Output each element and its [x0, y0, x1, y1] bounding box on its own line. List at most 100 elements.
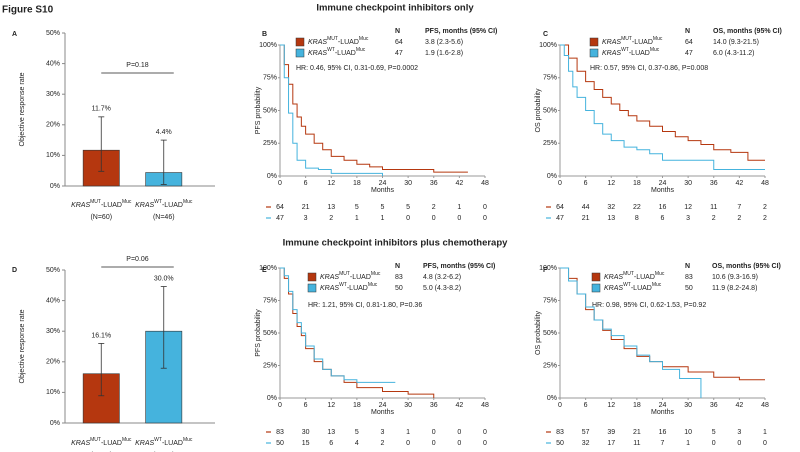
name-part: Muc — [183, 199, 193, 205]
name-part: KRAS — [604, 274, 623, 281]
legend-n: 83 — [395, 274, 403, 281]
legend-n: 47 — [395, 50, 403, 57]
at-risk: 0 — [406, 215, 410, 222]
figure-title: Figure S10 — [2, 5, 54, 16]
legend-swatch — [295, 48, 305, 58]
x-tick-label: 18 — [633, 180, 641, 187]
x-tick-label: 18 — [353, 180, 361, 187]
value-label: 4.4% — [156, 129, 172, 136]
x-tick-label: 6 — [584, 180, 588, 187]
y-tick-label: 0% — [267, 395, 277, 402]
name-part: Muc — [652, 282, 662, 288]
category-n: (N=60) — [90, 214, 112, 221]
panel-letter: D — [12, 267, 17, 274]
at-risk: 2 — [763, 204, 767, 211]
name-part: MUT — [339, 271, 350, 277]
legend-swatch — [307, 272, 317, 282]
x-tick-label: 6 — [304, 402, 308, 409]
at-risk: 2 — [712, 215, 716, 222]
at-risk: 0 — [763, 440, 767, 447]
at-risk: 0 — [483, 215, 487, 222]
y-tick-label: 50% — [263, 107, 277, 114]
name-part: Muc — [368, 282, 378, 288]
y-tick-label: 25% — [263, 362, 277, 369]
x-tick-label: 24 — [659, 402, 667, 409]
panel-letter: C — [543, 31, 548, 38]
name-part: KRAS — [308, 50, 327, 57]
y-axis-label: OS probability — [535, 88, 542, 132]
panel-letter: A — [12, 31, 17, 38]
name-part: MUT — [90, 199, 101, 205]
name-part: -LUAD — [634, 274, 655, 281]
at-risk: 6 — [661, 215, 665, 222]
series-name: KRASWT-LUADMuc — [135, 437, 193, 447]
survival-curve — [280, 267, 435, 398]
x-tick-label: 12 — [607, 180, 615, 187]
y-tick-label: 75% — [543, 297, 557, 304]
name-part: Muc — [356, 47, 366, 53]
x-tick-label: 36 — [430, 402, 438, 409]
series-name: KRASMUT-LUADMuc — [71, 437, 132, 447]
legend-median: 5.0 (4.3-8.2) — [423, 285, 461, 292]
x-tick-label: 36 — [710, 402, 718, 409]
at-risk: 3 — [304, 215, 308, 222]
y-tick-label: 50% — [46, 267, 60, 274]
value-label: 16.1% — [91, 332, 111, 339]
x-tick-label: 42 — [735, 402, 743, 409]
name-part: KRAS — [71, 202, 90, 209]
y-tick-label: 100% — [539, 265, 557, 272]
at-risk: 15 — [302, 440, 310, 447]
legend-header: N — [395, 263, 400, 270]
survival-curve — [560, 44, 765, 170]
legend-n: 50 — [685, 285, 693, 292]
at-risk: 12 — [684, 204, 692, 211]
name-part: WT — [339, 282, 347, 288]
value-label: 30.0% — [154, 275, 174, 282]
at-risk: 32 — [582, 440, 590, 447]
legend-header: OS, months (95% CI) — [713, 28, 782, 35]
y-tick-label: 10% — [46, 389, 60, 396]
p-value: P=0.06 — [126, 256, 148, 263]
legend-header: N — [395, 28, 400, 35]
at-risk: 0 — [483, 440, 487, 447]
y-tick-label: 25% — [543, 140, 557, 147]
y-tick-label: 0% — [547, 173, 557, 180]
at-risk: 5 — [355, 204, 359, 211]
series-name: KRASWT-LUADMuc — [135, 199, 193, 209]
at-risk: 83 — [276, 429, 284, 436]
series-name: KRASMUT-LUADMuc — [602, 36, 663, 46]
name-part: Muc — [371, 271, 381, 277]
at-risk: 0 — [483, 204, 487, 211]
legend-median: 6.0 (4.3-11.2) — [713, 50, 755, 57]
at-risk: 7 — [737, 204, 741, 211]
at-risk: 3 — [686, 215, 690, 222]
name-part: Muc — [122, 437, 132, 443]
y-axis-label: PFS probability — [255, 86, 262, 134]
at-risk: 8 — [635, 215, 639, 222]
name-part: Muc — [183, 437, 193, 443]
x-tick-label: 36 — [710, 180, 718, 187]
at-risk: 0 — [737, 440, 741, 447]
at-risk: 2 — [381, 440, 385, 447]
name-part: MUT — [621, 36, 632, 42]
y-tick-label: 0% — [50, 420, 60, 427]
name-part: -LUAD — [631, 285, 652, 292]
x-tick-label: 6 — [584, 402, 588, 409]
x-tick-label: 24 — [659, 180, 667, 187]
legend-swatch — [591, 272, 601, 282]
y-tick-label: 10% — [46, 152, 60, 159]
x-tick-label: 48 — [481, 402, 489, 409]
at-risk: 6 — [329, 440, 333, 447]
at-risk: 3 — [737, 429, 741, 436]
at-risk: 0 — [457, 429, 461, 436]
hazard-ratio: HR: 0.57, 95% CI, 0.37-0.86, P=0.008 — [590, 65, 708, 72]
x-tick-label: 42 — [455, 180, 463, 187]
at-risk: 1 — [381, 215, 385, 222]
hazard-ratio: HR: 0.46, 95% CI, 0.31-0.69, P=0.0002 — [296, 65, 418, 72]
at-risk: 3 — [381, 429, 385, 436]
at-risk: 0 — [483, 429, 487, 436]
category-n: (N=46) — [153, 214, 175, 221]
legend-header: PFS, months (95% CI) — [425, 28, 497, 35]
at-risk: 13 — [607, 215, 615, 222]
at-risk: 47 — [276, 215, 284, 222]
